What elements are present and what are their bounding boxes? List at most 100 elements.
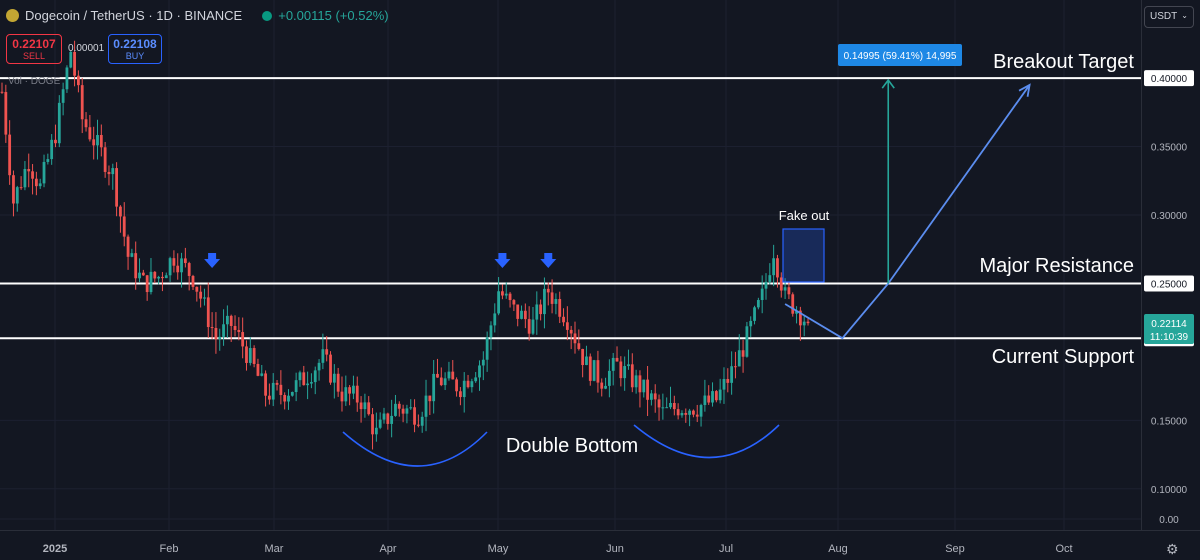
candle-body bbox=[180, 258, 183, 273]
sell-label: SELL bbox=[22, 51, 46, 61]
double-bottom-arc bbox=[633, 424, 780, 459]
candle bbox=[313, 366, 317, 395]
candle bbox=[573, 321, 577, 354]
candle bbox=[520, 305, 523, 320]
candle bbox=[92, 126, 96, 160]
candle bbox=[481, 351, 485, 381]
candle bbox=[46, 153, 50, 165]
candle bbox=[115, 162, 118, 217]
candle bbox=[447, 361, 451, 381]
candle-body bbox=[279, 384, 283, 396]
fake-out-box bbox=[782, 228, 825, 283]
candle-body bbox=[245, 346, 248, 363]
candle-body bbox=[344, 387, 348, 402]
candle-body bbox=[287, 395, 290, 402]
candle-body bbox=[432, 373, 436, 402]
candle bbox=[462, 372, 466, 413]
y-tick-label: 0.30000 bbox=[1151, 211, 1188, 222]
y-tick-label: 0.25000 bbox=[1151, 279, 1188, 290]
candle-body bbox=[539, 304, 543, 315]
candle-body bbox=[443, 378, 447, 386]
candle bbox=[157, 275, 161, 285]
candle bbox=[585, 345, 588, 366]
candle bbox=[527, 306, 531, 341]
candle-body bbox=[88, 127, 92, 140]
candle bbox=[569, 325, 573, 350]
candle-body bbox=[134, 253, 138, 279]
candle-body bbox=[607, 370, 611, 386]
candle bbox=[126, 234, 130, 270]
candle-body bbox=[84, 119, 88, 128]
candle-body bbox=[485, 337, 489, 360]
sell-button[interactable]: 0.22107 SELL bbox=[6, 34, 62, 64]
candle-body bbox=[447, 371, 451, 379]
candle-body bbox=[692, 410, 695, 415]
candle bbox=[424, 379, 428, 432]
candle bbox=[290, 391, 294, 397]
candle-body bbox=[650, 393, 653, 400]
currency-select[interactable]: USDT ⌄ bbox=[1144, 6, 1194, 28]
candle-body bbox=[569, 329, 573, 334]
price-change: +0.00115 (+0.52%) bbox=[278, 8, 389, 23]
candle bbox=[749, 316, 753, 338]
candle-body bbox=[69, 51, 73, 68]
candle bbox=[768, 263, 772, 285]
candle bbox=[565, 306, 569, 341]
candle bbox=[680, 410, 684, 418]
candle bbox=[306, 371, 309, 400]
symbol-title[interactable]: Dogecoin / TetherUS · 1D · BINANCE bbox=[25, 8, 243, 23]
candle-body bbox=[627, 364, 630, 367]
candle bbox=[432, 359, 436, 414]
candle-body bbox=[260, 373, 264, 376]
candle-body bbox=[248, 348, 252, 363]
candle bbox=[523, 303, 527, 329]
candle-body bbox=[523, 310, 527, 320]
candle-body bbox=[718, 389, 722, 401]
level-label: Major Resistance bbox=[979, 255, 1134, 277]
candle bbox=[80, 77, 84, 134]
currency-label: USDT bbox=[1150, 11, 1178, 22]
candle-body bbox=[779, 277, 783, 291]
candle-body bbox=[283, 395, 287, 402]
candle-body bbox=[745, 326, 749, 357]
candle-body bbox=[73, 51, 76, 76]
candle bbox=[218, 328, 222, 351]
candle bbox=[187, 261, 191, 291]
candle-body bbox=[172, 258, 176, 266]
candle bbox=[268, 383, 271, 405]
y-tick: 0.00 bbox=[1159, 515, 1179, 526]
candle-body bbox=[111, 168, 115, 175]
candle-body bbox=[680, 413, 684, 416]
candle-body bbox=[711, 391, 714, 403]
candle bbox=[229, 314, 233, 342]
candle bbox=[692, 409, 695, 418]
down-arrow-icon bbox=[204, 253, 221, 268]
candle-body bbox=[157, 276, 161, 279]
candle-body bbox=[634, 375, 638, 388]
candle-body bbox=[268, 395, 271, 400]
candle-body bbox=[336, 373, 340, 392]
buy-button[interactable]: 0.22108 BUY bbox=[108, 34, 162, 64]
candle bbox=[103, 141, 107, 178]
candle-body bbox=[275, 382, 279, 385]
gear-icon[interactable]: ⚙ bbox=[1166, 541, 1179, 557]
candle-body bbox=[359, 402, 363, 410]
candle-body bbox=[352, 385, 355, 394]
candle bbox=[672, 395, 676, 416]
candle-body bbox=[210, 327, 214, 329]
candle-body bbox=[428, 395, 432, 402]
candle-body bbox=[397, 403, 401, 409]
candle-body bbox=[741, 350, 745, 357]
candle-body bbox=[791, 294, 795, 314]
candle-body bbox=[42, 161, 46, 184]
candle bbox=[806, 318, 810, 326]
candle bbox=[711, 382, 714, 407]
candle bbox=[764, 273, 768, 300]
candle-body bbox=[290, 392, 294, 396]
candle-body bbox=[688, 410, 691, 415]
candle bbox=[206, 282, 210, 338]
candle-body bbox=[512, 300, 516, 305]
volume-legend[interactable]: Vol · DOGE bbox=[8, 76, 61, 87]
candle-body bbox=[195, 286, 199, 292]
